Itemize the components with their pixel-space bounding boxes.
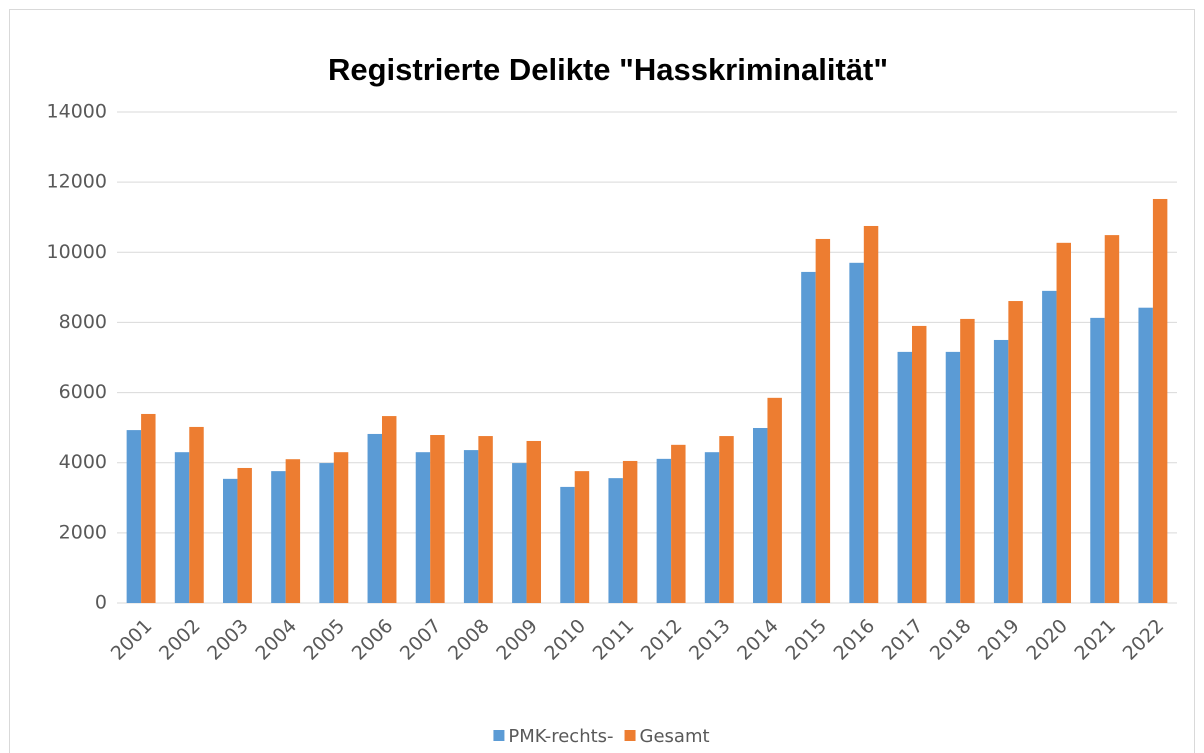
bar	[897, 351, 912, 603]
bar	[719, 436, 734, 603]
bar	[608, 478, 623, 603]
bar	[671, 444, 686, 603]
bar	[478, 436, 493, 603]
bar	[512, 463, 527, 603]
bar	[237, 467, 252, 603]
bar	[574, 471, 590, 603]
bar	[189, 426, 204, 603]
bar	[463, 450, 479, 603]
y-tick-label: 4000	[59, 451, 107, 473]
bar	[526, 440, 541, 603]
bar	[430, 435, 445, 603]
bar	[801, 271, 816, 603]
y-tick-label: 14000	[47, 101, 107, 123]
bar	[863, 225, 879, 603]
bar	[415, 452, 431, 603]
bar	[849, 262, 864, 603]
chart-title: Registrierte Delikte "Hasskriminalität"	[328, 52, 888, 87]
bar	[223, 478, 238, 603]
bar	[912, 325, 927, 603]
y-tick-label: 6000	[59, 381, 107, 403]
bar	[1152, 198, 1168, 603]
bar	[622, 460, 638, 603]
y-tick-label: 0	[95, 592, 107, 614]
bar	[960, 318, 975, 603]
y-tick-label: 12000	[47, 171, 107, 193]
bar	[704, 452, 720, 603]
legend-swatch	[624, 730, 636, 741]
bar	[993, 339, 1009, 603]
bar	[1042, 290, 1057, 603]
bar	[1090, 317, 1105, 603]
bar	[382, 416, 397, 603]
bar	[1008, 301, 1023, 603]
bar	[367, 433, 382, 603]
y-tick-label: 8000	[59, 311, 107, 333]
bar	[1056, 242, 1071, 604]
bar	[753, 427, 768, 603]
y-tick-label: 10000	[47, 241, 107, 263]
bar	[126, 430, 142, 603]
y-tick-label: 2000	[59, 521, 107, 543]
bar	[560, 486, 575, 603]
bar	[656, 458, 672, 603]
bar	[319, 463, 334, 603]
bar	[1138, 307, 1153, 603]
bar	[945, 351, 961, 603]
bar	[815, 238, 831, 604]
bar	[767, 397, 782, 603]
bar	[285, 459, 301, 603]
bar	[1104, 235, 1120, 603]
legend-label: PMK-rechts-	[508, 726, 613, 747]
bar	[174, 452, 190, 603]
bar	[333, 452, 349, 603]
bar	[141, 413, 156, 603]
legend-swatch	[493, 730, 505, 741]
bar	[271, 471, 286, 603]
legend-label: Gesamt	[640, 726, 710, 747]
